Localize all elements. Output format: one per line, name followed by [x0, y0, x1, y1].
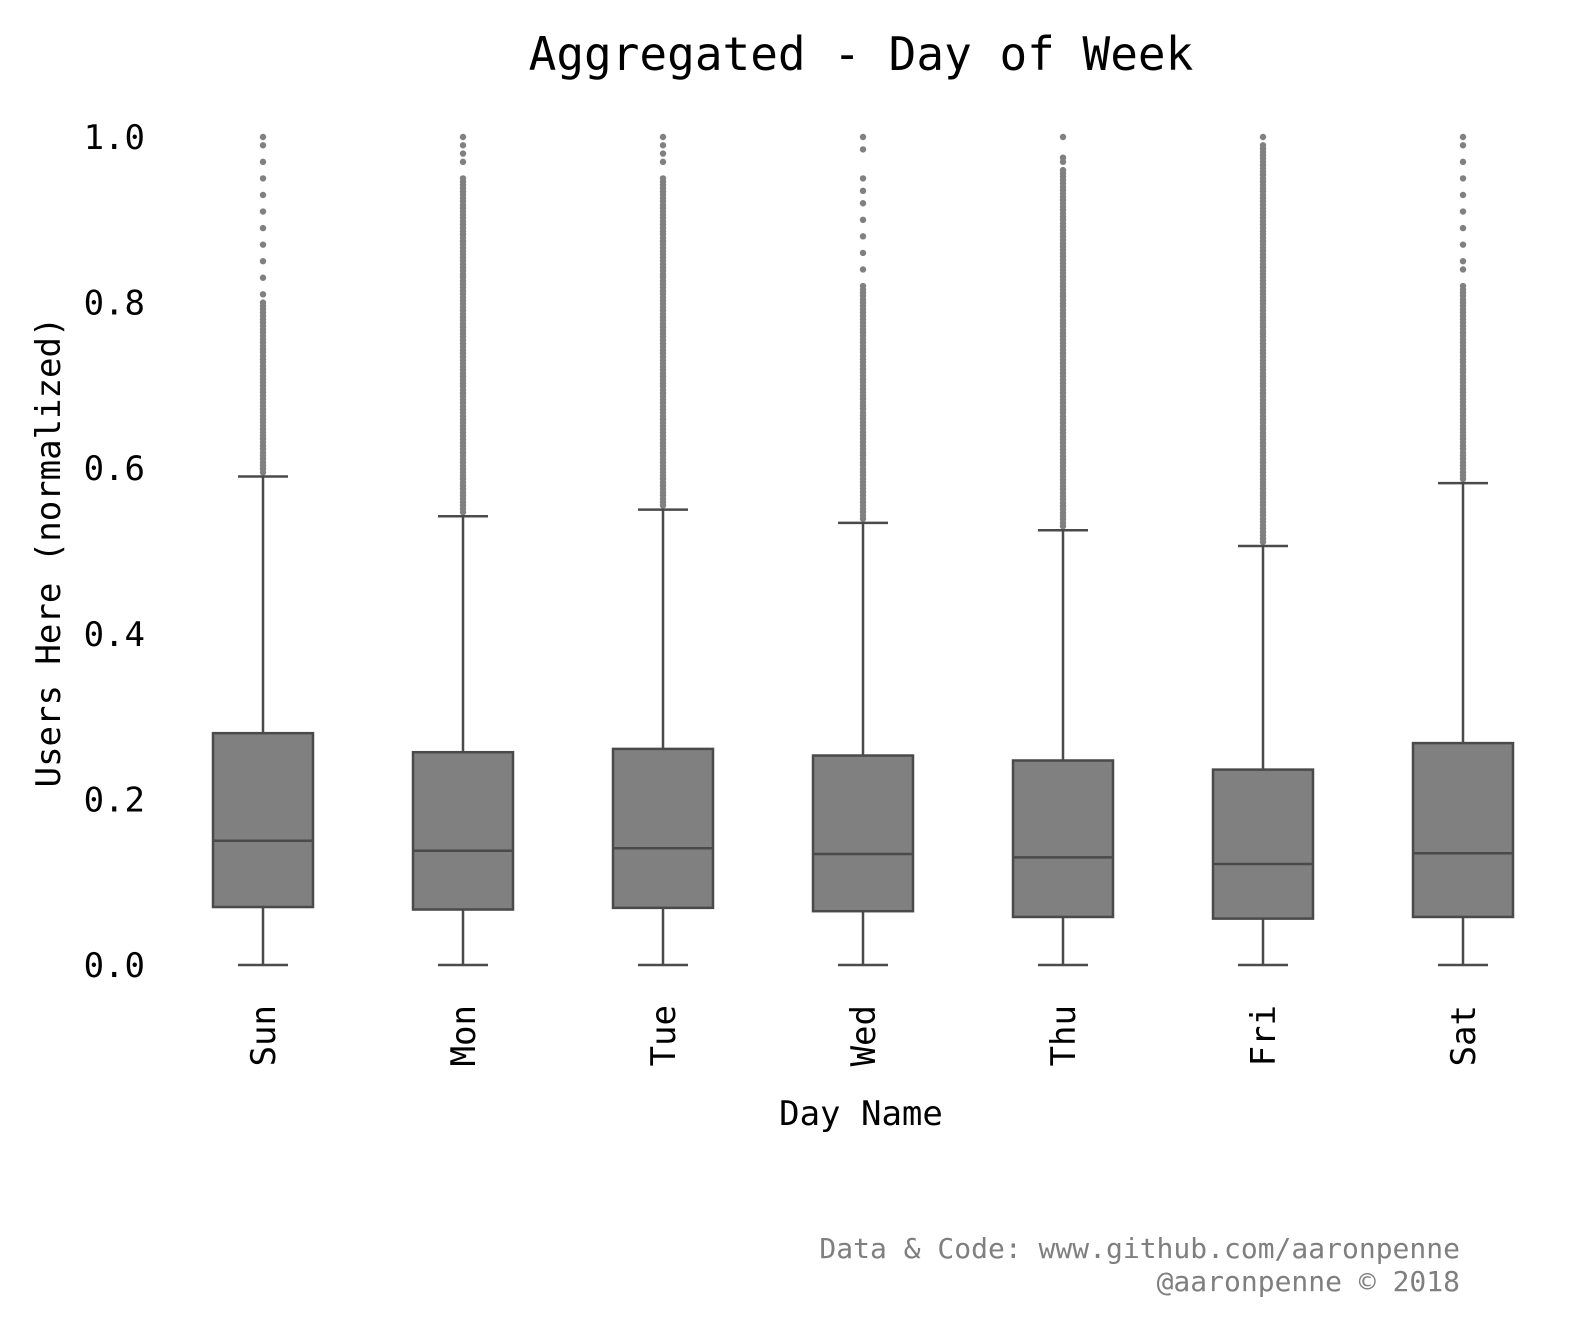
outlier-point — [259, 133, 267, 141]
outlier-point — [859, 175, 867, 182]
box-iqr — [1411, 741, 1515, 919]
box-thu — [1011, 529, 1115, 967]
outlier-point — [1059, 133, 1067, 141]
outlier-point — [1259, 142, 1267, 149]
outlier-point — [259, 291, 267, 298]
outlier-point — [659, 133, 667, 141]
outlier-point — [659, 142, 667, 149]
box-tue — [611, 508, 715, 967]
outlier-point — [259, 258, 267, 265]
outlier-point — [859, 233, 867, 240]
outlier-point — [1459, 266, 1467, 273]
y-tick-label: 0.0 — [84, 946, 145, 986]
y-tick-label: 1.0 — [84, 118, 145, 158]
outlier-point — [259, 224, 267, 232]
outlier-point — [859, 187, 867, 195]
outlier-point — [259, 191, 267, 199]
outlier-point — [459, 142, 467, 149]
outlier-point — [1459, 208, 1467, 215]
chart-title: Aggregated - Day of Week — [529, 27, 1194, 81]
outlier-point — [859, 216, 867, 223]
box-iqr — [1211, 768, 1315, 920]
outlier-point — [1459, 282, 1467, 290]
outlier-point — [1459, 158, 1467, 166]
box-plots — [211, 475, 1515, 967]
outlier-point — [859, 133, 867, 141]
y-axis-label: Users Here (normalized) — [29, 317, 69, 788]
x-tick-label: Wed — [844, 1005, 884, 1066]
x-tick-label: Tue — [644, 1005, 684, 1066]
outlier-point — [859, 200, 867, 207]
credit-line-1: Data & Code: www.github.com/aaronpenne — [819, 1232, 1460, 1265]
outlier-point — [1459, 175, 1467, 182]
outlier-point — [259, 158, 267, 166]
y-tick-label: 0.4 — [84, 615, 145, 655]
outlier-points — [259, 133, 1467, 546]
outlier-point — [259, 142, 267, 149]
outlier-point — [1459, 241, 1467, 248]
outlier-point — [459, 133, 467, 141]
box-iqr — [811, 754, 915, 913]
outlier-point — [859, 249, 867, 257]
box-sun — [211, 475, 315, 967]
y-tick-label: 0.2 — [84, 780, 145, 820]
outlier-point — [1259, 133, 1267, 141]
y-tick-label: 0.8 — [84, 284, 145, 324]
outlier-point — [259, 175, 267, 182]
outlier-point — [459, 175, 467, 182]
outlier-point — [1459, 224, 1467, 232]
outlier-point — [1459, 142, 1467, 149]
x-axis-ticks: Sun Mon Tue Wed Thu Fri Sat — [244, 1005, 1484, 1066]
outlier-point — [259, 299, 267, 306]
x-tick-label: Fri — [1244, 1005, 1284, 1066]
outlier-point — [659, 150, 667, 157]
box-iqr — [211, 731, 315, 909]
outlier-point — [1459, 133, 1467, 141]
box-wed — [811, 521, 915, 967]
outlier-point — [859, 266, 867, 273]
x-axis-label: Day Name — [779, 1094, 943, 1134]
outlier-point — [659, 158, 667, 166]
credit-line-2: @aaronpenne © 2018 — [1157, 1265, 1460, 1298]
box-fri — [1211, 544, 1315, 967]
y-tick-label: 0.6 — [84, 449, 145, 489]
outlier-point — [459, 150, 467, 157]
outlier-point — [259, 208, 267, 215]
box-iqr — [611, 747, 715, 910]
x-tick-label: Sun — [244, 1005, 284, 1066]
outlier-point — [1459, 191, 1467, 199]
x-tick-label: Sat — [1444, 1005, 1484, 1066]
y-axis-ticks: 0.0 0.2 0.4 0.6 0.8 1.0 — [84, 118, 145, 986]
outlier-point — [859, 282, 867, 290]
x-tick-label: Mon — [444, 1005, 484, 1066]
x-tick-label: Thu — [1044, 1005, 1084, 1066]
outlier-point — [259, 274, 267, 281]
outlier-point — [859, 146, 867, 153]
box-mon — [411, 514, 515, 967]
outlier-point — [1459, 258, 1467, 265]
box-iqr — [411, 750, 515, 911]
outlier-point — [1059, 166, 1067, 174]
box-iqr — [1011, 759, 1115, 919]
outlier-point — [259, 241, 267, 248]
outlier-point — [1059, 158, 1067, 166]
outlier-point — [659, 175, 667, 182]
box-sat — [1411, 481, 1515, 967]
outlier-point — [459, 158, 467, 166]
